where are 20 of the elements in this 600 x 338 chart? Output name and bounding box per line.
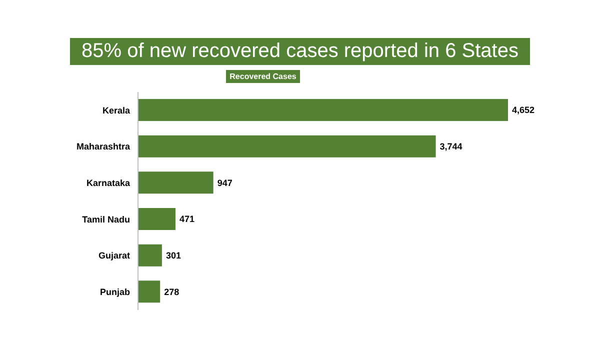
bar xyxy=(138,135,436,158)
bar xyxy=(138,99,508,121)
bar xyxy=(138,208,176,230)
chart-title: 85% of new recovered cases reported in 6 States xyxy=(70,38,530,65)
data-label: 3,744 xyxy=(440,141,462,152)
y-tick-label: Punjab xyxy=(100,287,130,298)
y-tick-label: Gujarat xyxy=(98,250,130,261)
y-tick-label: Tamil Nadu xyxy=(82,214,130,224)
y-tick-label: Karnataka xyxy=(86,178,131,188)
data-label: 947 xyxy=(217,178,232,188)
y-tick-label: Maharashtra xyxy=(76,142,131,152)
data-label: 278 xyxy=(164,286,180,297)
bar xyxy=(138,280,160,303)
bar xyxy=(138,244,162,266)
data-label: 4,652 xyxy=(512,105,535,116)
y-tick-label: Kerala xyxy=(102,105,131,116)
bar xyxy=(138,172,214,194)
data-label: 471 xyxy=(179,214,194,224)
data-label: 301 xyxy=(166,250,181,260)
text: Recovered Cases xyxy=(226,70,300,83)
